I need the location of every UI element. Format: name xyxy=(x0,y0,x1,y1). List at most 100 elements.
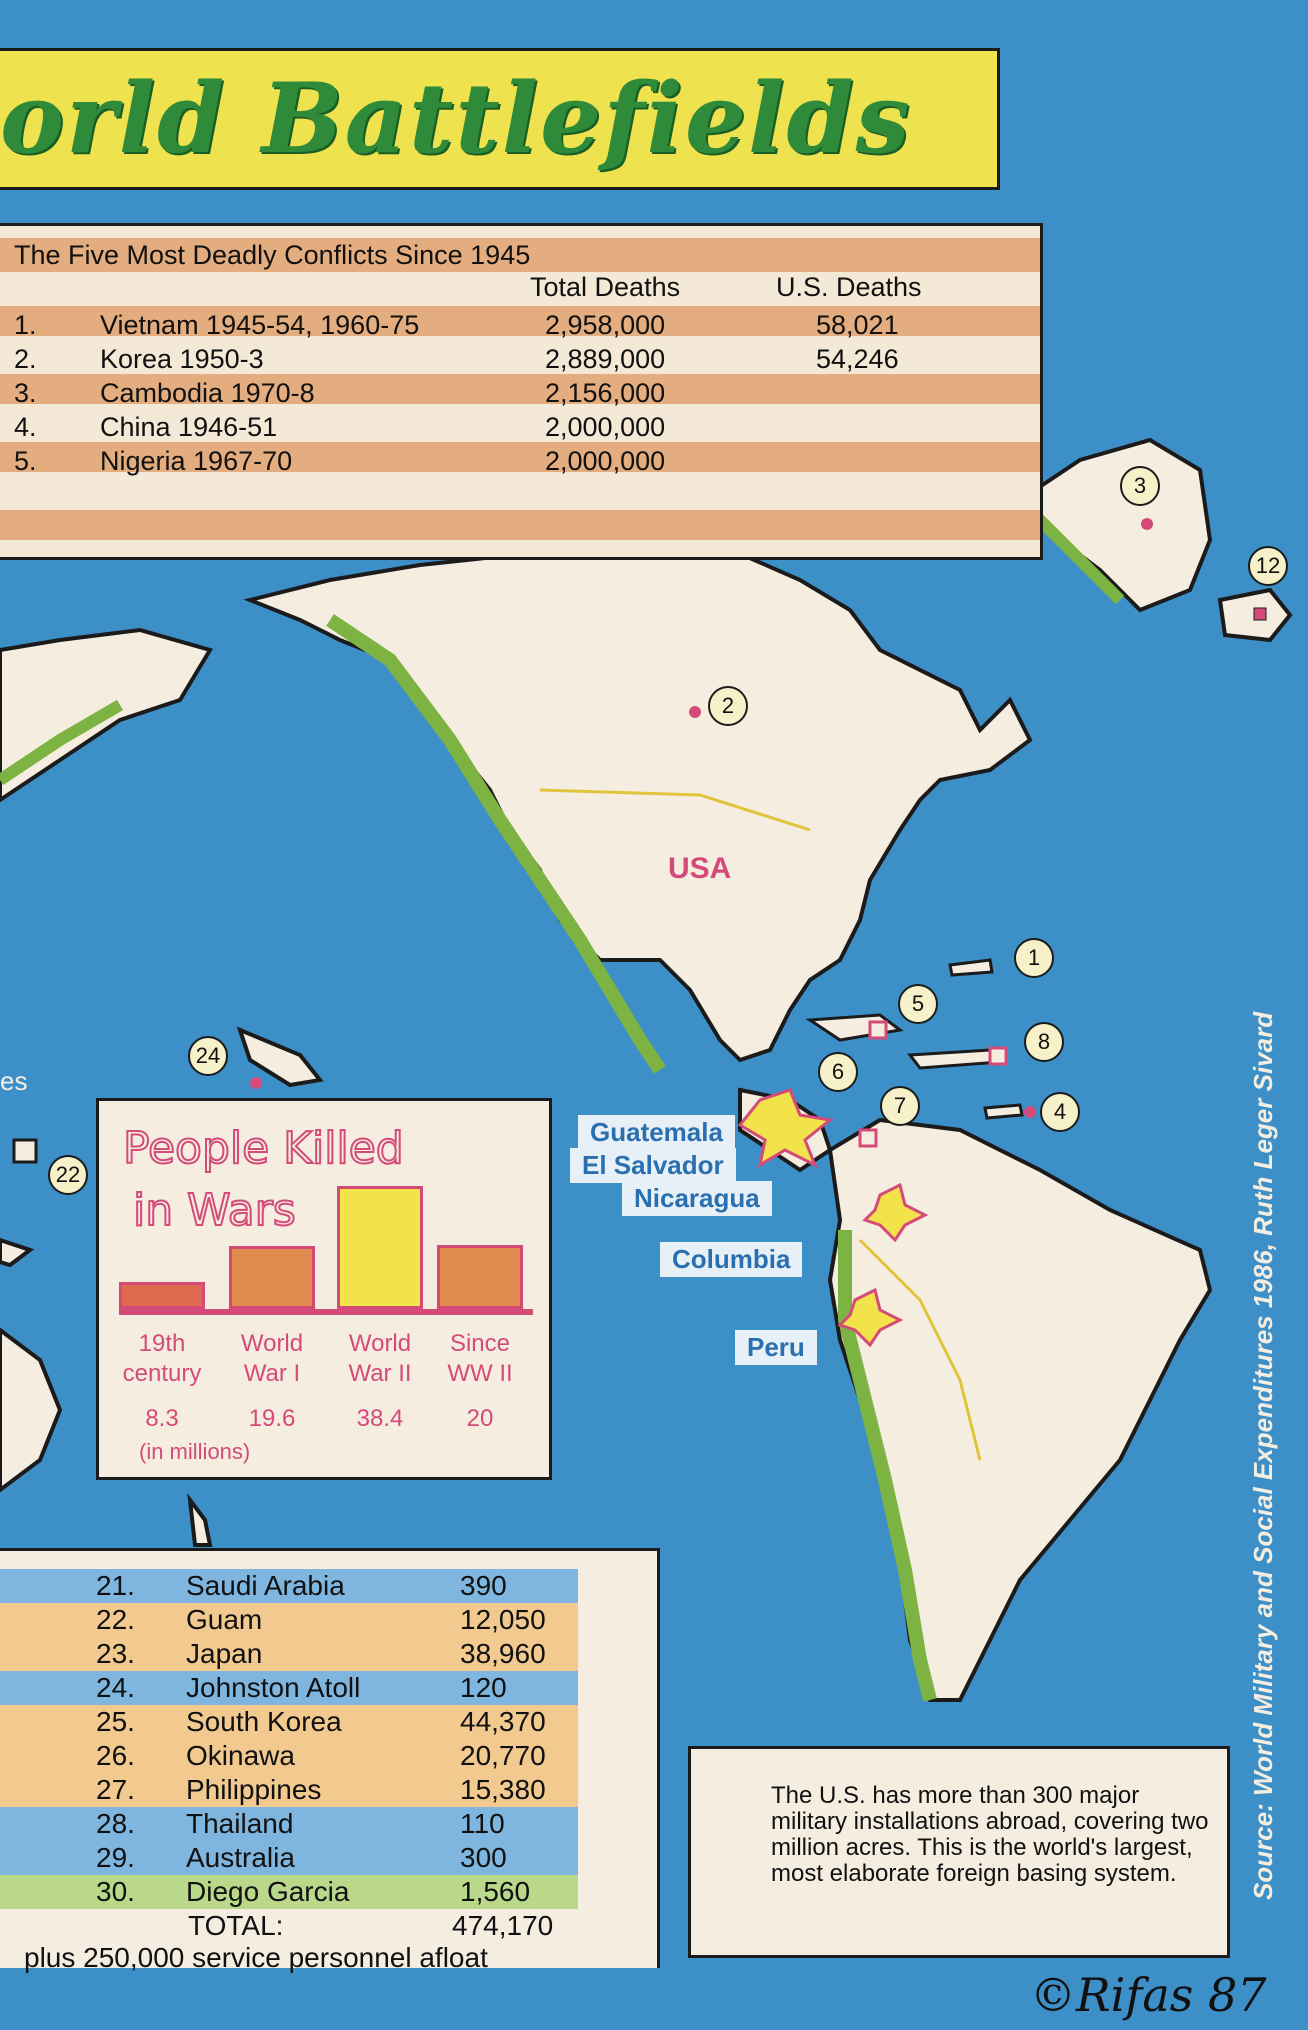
conflict-rank: 5. xyxy=(14,446,37,476)
el-salvador-label: El Salvador xyxy=(570,1148,736,1183)
base-row xyxy=(0,1875,578,1909)
base-name: Philippines xyxy=(186,1774,322,1805)
base-count: 38,960 xyxy=(460,1638,546,1669)
base-rank: 23. xyxy=(96,1638,135,1669)
base-row xyxy=(0,1841,578,1875)
base-name: Saudi Arabia xyxy=(186,1570,345,1601)
base-rank: 21. xyxy=(96,1570,135,1601)
bar-label: Since xyxy=(449,1330,511,1357)
conflict-total: 2,958,000 xyxy=(545,310,666,340)
north-america-land xyxy=(243,532,1033,1063)
conflict-name: Cambodia 1970-8 xyxy=(100,378,315,408)
base-name: Japan xyxy=(186,1638,263,1669)
base-count: 15,380 xyxy=(460,1774,546,1805)
people-killed-title-1: People Killed xyxy=(122,1122,405,1175)
base-name: Thailand xyxy=(186,1808,294,1839)
base-count: 44,370 xyxy=(460,1706,546,1737)
peru-label: Peru xyxy=(735,1330,817,1365)
marker-3: 3 xyxy=(1120,466,1160,506)
conflict-burst-peru xyxy=(837,1287,904,1348)
base-row xyxy=(0,1637,578,1671)
source-credit: Source: World Military and Social Expend… xyxy=(1248,1011,1278,1900)
total-label: TOTAL: xyxy=(188,1910,284,1941)
conflict-total: 2,000,000 xyxy=(545,446,666,476)
base-row xyxy=(0,1569,578,1603)
bar-value: 8.3 xyxy=(145,1405,179,1432)
usa-label: USA xyxy=(668,852,732,885)
people-killed-chart: People Killed in Wars 19th century 8.3 Worl… xyxy=(96,1098,552,1480)
nicaragua-label: Nicaragua xyxy=(622,1181,772,1216)
base-rank: 28. xyxy=(96,1808,135,1839)
total-value: 474,170 xyxy=(452,1910,554,1941)
base-name: Johnston Atoll xyxy=(186,1672,361,1703)
base-rank: 30. xyxy=(96,1876,135,1907)
marker-22: 22 xyxy=(48,1155,88,1195)
marker-5: 5 xyxy=(898,984,938,1024)
bar-0 xyxy=(119,1282,205,1309)
base-rank: 24. xyxy=(96,1672,135,1703)
bar-3 xyxy=(437,1245,523,1309)
marker-24: 24 xyxy=(188,1036,228,1076)
title-banner xyxy=(0,48,1000,190)
bar-label: War II xyxy=(348,1360,412,1387)
col-total-deaths: Total Deaths xyxy=(530,272,681,302)
conflict-burst-columbia xyxy=(862,1182,929,1243)
base-row xyxy=(0,1773,578,1807)
base-row xyxy=(0,1671,578,1705)
base-name: Australia xyxy=(186,1842,295,1873)
base-count: 390 xyxy=(460,1570,507,1601)
marker-1: 1 xyxy=(1014,938,1054,978)
artist-signature: ©Rifas 87 xyxy=(1030,1968,1267,2022)
base-count: 20,770 xyxy=(460,1740,546,1771)
bases-table: 21. Saudi Arabia 390 22. Guam 12,050 23. Japan 3… xyxy=(0,1548,660,1973)
marker-6: 6 xyxy=(818,1052,858,1092)
bar-label: War I xyxy=(243,1360,301,1387)
guatemala-label: Guatemala xyxy=(578,1115,735,1150)
bar-2 xyxy=(337,1186,423,1309)
deadly-conflicts-heading: The Five Most Deadly Conflicts Since 194… xyxy=(14,240,531,270)
base-name: Diego Garcia xyxy=(186,1876,350,1907)
base-name: Guam xyxy=(186,1604,263,1635)
base-rank: 22. xyxy=(96,1604,135,1635)
conflict-rank: 1. xyxy=(14,310,37,340)
conflict-total: 2,889,000 xyxy=(545,344,666,374)
marker-4: 4 xyxy=(1040,1092,1080,1132)
base-count: 12,050 xyxy=(460,1604,546,1635)
marker-12: 12 xyxy=(1248,546,1288,586)
base-count: 1,560 xyxy=(460,1876,531,1907)
base-count: 110 xyxy=(460,1808,505,1839)
conflict-burst-central-america xyxy=(737,1088,834,1169)
bar-1 xyxy=(229,1246,315,1309)
marker-8: 8 xyxy=(1024,1022,1064,1062)
conflict-name: Vietnam 1945-54, 1960-75 xyxy=(100,310,420,340)
conflict-us: 54,246 xyxy=(816,344,899,374)
info-text: The U.S. has more than 300 major militar… xyxy=(771,1782,1209,1887)
base-count: 300 xyxy=(460,1842,507,1873)
marker-7: 7 xyxy=(880,1086,920,1126)
base-row xyxy=(0,1807,578,1841)
info-box: The U.S. has more than 300 major militar… xyxy=(688,1746,1230,1958)
conflict-total: 2,000,000 xyxy=(545,412,666,442)
marker-2: 2 xyxy=(708,686,748,726)
conflict-rank: 4. xyxy=(14,412,37,442)
deadly-conflicts-table: The Five Most Deadly Conflicts Since 194… xyxy=(0,223,1043,560)
bar-value: 38.4 xyxy=(356,1405,404,1432)
chart-baseline xyxy=(119,1309,533,1315)
base-count: 120 xyxy=(460,1672,507,1703)
base-name: Okinawa xyxy=(186,1740,295,1771)
conflict-us: 58,021 xyxy=(816,310,899,340)
col-us-deaths: U.S. Deaths xyxy=(776,272,922,302)
conflict-name: China 1946-51 xyxy=(100,412,278,442)
bar-label: World xyxy=(240,1330,304,1357)
conflict-rank: 2. xyxy=(14,344,37,374)
bar-label: 19th xyxy=(138,1330,186,1357)
people-killed-title-2: in Wars xyxy=(132,1184,297,1237)
base-row xyxy=(0,1705,578,1739)
base-name: South Korea xyxy=(186,1706,342,1737)
conflict-name: Korea 1950-3 xyxy=(100,344,264,374)
bar-label: WW II xyxy=(447,1360,513,1387)
unit-label: (in millions) xyxy=(139,1439,251,1464)
conflict-name: Nigeria 1967-70 xyxy=(100,446,293,476)
base-row xyxy=(0,1739,578,1773)
